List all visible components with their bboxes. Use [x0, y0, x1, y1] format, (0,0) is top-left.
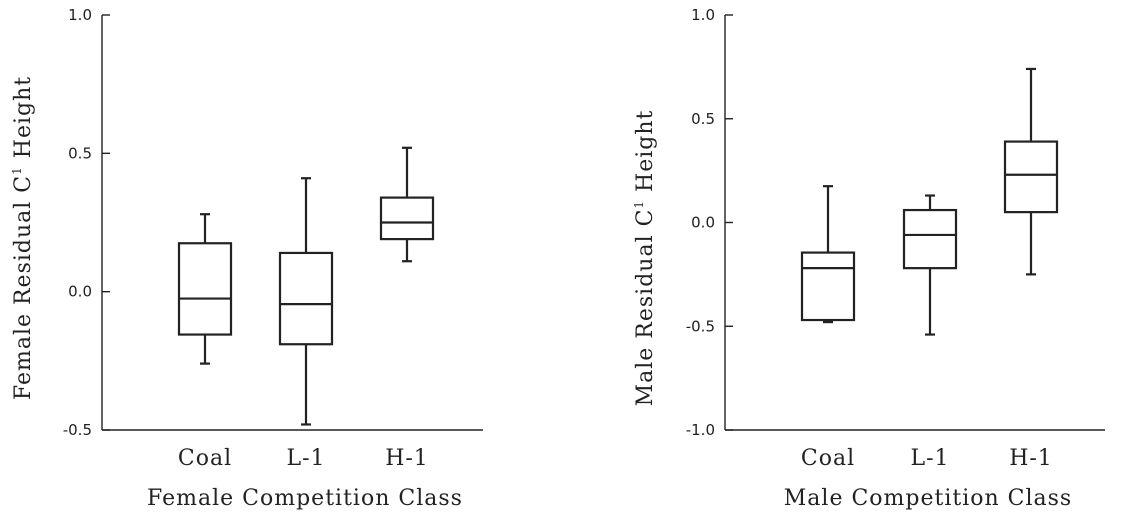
interquartile-box	[902, 208, 958, 270]
box-coal	[800, 185, 856, 324]
y-tick-label: 1.0	[68, 6, 92, 24]
male-y-ticks: 1.0 0.5 0.0 -0.5 -1.0	[686, 6, 733, 439]
male-chart: Male Residual C1Height Male Competition …	[632, 6, 1105, 511]
female-chart: Female Residual C1Height Female Competit…	[10, 6, 483, 511]
female-x-axis-title: Female Competition Class	[147, 486, 463, 511]
interquartile-box	[278, 251, 334, 346]
y-tick-label: 0.5	[691, 110, 715, 128]
x-category-label: Coal	[178, 446, 232, 471]
box-l-1	[902, 194, 958, 336]
box-coal	[177, 213, 233, 365]
male-x-axis-title: Male Competition Class	[784, 486, 1072, 511]
female-x-categories: Coal L-1 H-1	[178, 446, 429, 471]
y-tick-label: 0.0	[691, 214, 715, 232]
x-category-label: H-1	[1009, 446, 1053, 471]
female-y-ticks: 1.0 0.5 0.0 -0.5	[63, 6, 110, 439]
interquartile-box	[379, 196, 435, 241]
x-category-label: L-1	[910, 446, 949, 471]
box-l-1	[278, 177, 334, 426]
y-tick-label: -0.5	[63, 421, 92, 439]
x-category-label: Coal	[801, 446, 855, 471]
x-category-label: L-1	[286, 446, 325, 471]
female-y-axis-title: Female Residual C1Height	[10, 76, 36, 400]
box-h-1	[1003, 67, 1059, 276]
interquartile-box	[800, 251, 856, 322]
y-tick-label: 0.0	[68, 283, 92, 301]
male-x-categories: Coal L-1 H-1	[801, 446, 1053, 471]
interquartile-box	[1003, 140, 1059, 214]
y-tick-label: -0.5	[686, 317, 715, 335]
x-category-label: H-1	[385, 446, 429, 471]
interquartile-box	[177, 242, 233, 336]
y-tick-label: 0.5	[68, 144, 92, 162]
male-boxes	[800, 67, 1059, 336]
y-tick-label: -1.0	[686, 421, 715, 439]
female-boxes	[177, 146, 435, 426]
male-y-axis-title: Male Residual C1Height	[632, 110, 658, 407]
y-tick-label: 1.0	[691, 6, 715, 24]
box-h-1	[379, 146, 435, 263]
